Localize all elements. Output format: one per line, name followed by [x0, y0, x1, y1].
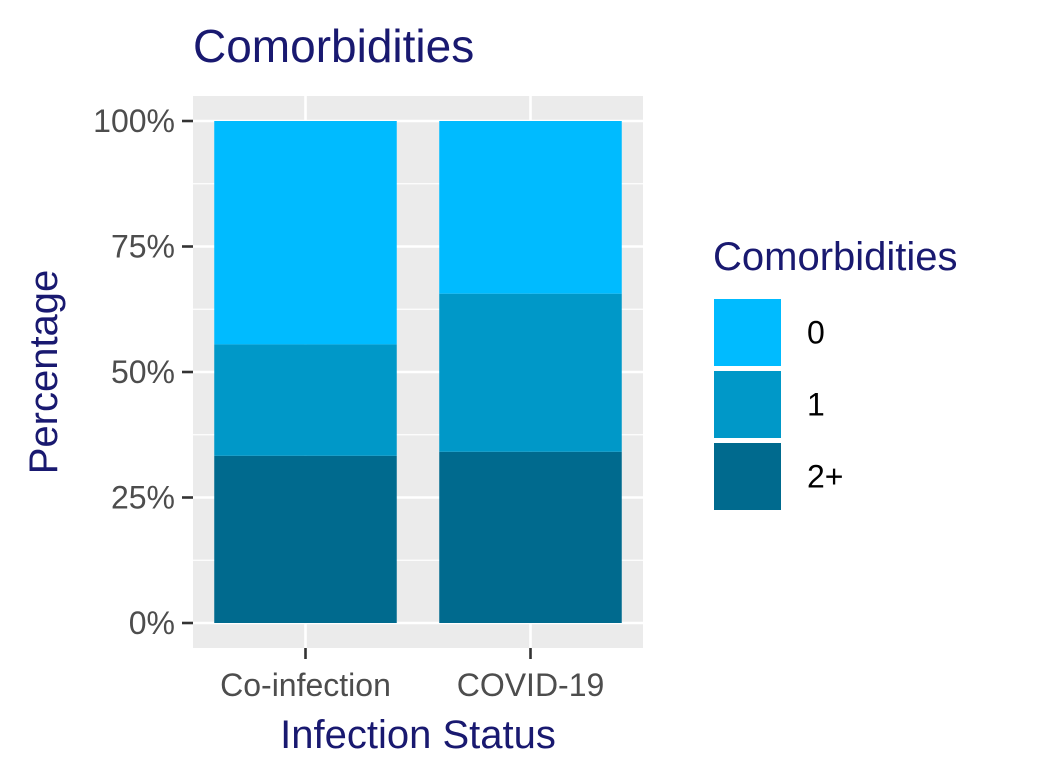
- plot-area: 0% 25% 50% 75% 100% Co-infection COVID-19: [93, 96, 643, 703]
- y-tick-label: 0%: [129, 605, 175, 641]
- bar-segment-1-0: [214, 344, 397, 456]
- y-tick-label: 100%: [93, 103, 175, 139]
- x-tick-label: COVID-19: [457, 667, 605, 703]
- bar-segment-0-1: [439, 121, 622, 294]
- legend-key-0: [714, 299, 781, 366]
- bar-segment-0-0: [214, 121, 397, 345]
- bar-segment-2plus-0: [214, 455, 397, 623]
- y-tick-label: 50%: [111, 354, 175, 390]
- chart-title: Comorbidities: [193, 20, 474, 72]
- y-axis-title: Percentage: [22, 270, 66, 475]
- y-tick-label: 25%: [111, 480, 175, 516]
- bar-segment-1-1: [439, 293, 622, 452]
- legend-label: 1: [807, 387, 825, 423]
- legend-title: Comorbidities: [713, 235, 958, 279]
- legend-label: 0: [807, 315, 825, 351]
- bar-segment-2plus-1: [439, 451, 622, 623]
- legend-key-2plus: [714, 443, 781, 510]
- x-tick-label: Co-infection: [220, 667, 391, 703]
- y-tick-label: 75%: [111, 229, 175, 265]
- legend-label: 2+: [807, 459, 843, 495]
- legend-key-1: [714, 371, 781, 438]
- legend: Comorbidities 0 1 2+: [713, 235, 958, 510]
- x-axis-title: Infection Status: [280, 713, 556, 757]
